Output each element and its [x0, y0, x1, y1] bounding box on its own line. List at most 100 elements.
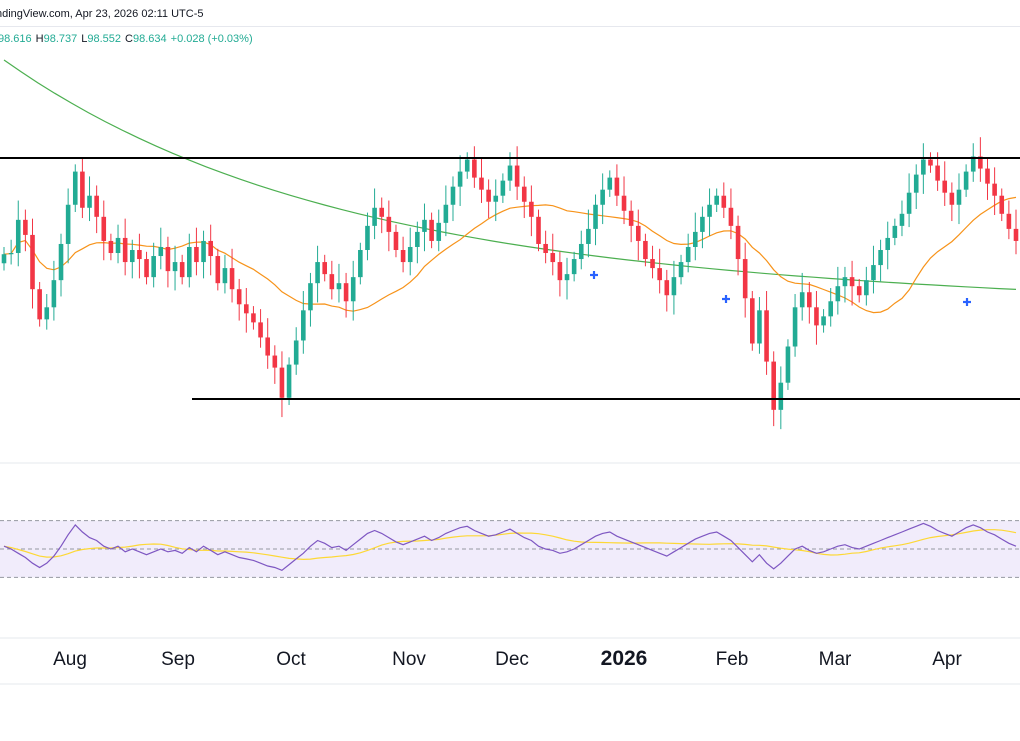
- candle-up: [457, 171, 463, 187]
- candle-down: [208, 240, 213, 257]
- candle-up: [607, 177, 613, 190]
- candle-down: [978, 156, 983, 169]
- candle-down: [557, 262, 563, 281]
- candle-down: [942, 180, 948, 193]
- sma-slow-line: [3, 59, 1017, 290]
- candle-up: [785, 346, 791, 383]
- candle-down: [122, 237, 128, 263]
- candle-up: [571, 259, 577, 275]
- candle-up: [821, 316, 826, 326]
- rsi-pane: [0, 520, 1020, 578]
- candle-up: [87, 195, 92, 208]
- candle-down: [165, 246, 171, 272]
- candle-up: [8, 253, 14, 255]
- candle-up: [365, 225, 370, 250]
- candle-down: [137, 250, 142, 260]
- ohlc-close-label: C: [125, 33, 133, 45]
- candle-up: [464, 159, 470, 172]
- candle-up: [578, 243, 584, 260]
- candle-up: [115, 237, 121, 254]
- candle-up: [956, 189, 962, 205]
- candle-down: [628, 210, 634, 226]
- candle-down: [771, 361, 776, 410]
- candle-down: [472, 159, 477, 178]
- month-label: Oct: [276, 649, 306, 670]
- candle-down: [550, 253, 556, 263]
- month-label: Sep: [161, 649, 195, 670]
- candle-up: [315, 262, 320, 284]
- ohlc-readout: 98.616 H98.737 L98.552 C98.634 +0.028 (+0.03…: [0, 33, 257, 45]
- candle-up: [293, 340, 299, 365]
- candle-up: [372, 207, 377, 226]
- candle-down: [343, 283, 349, 302]
- candle-up: [350, 277, 356, 302]
- source-timestamp: ndingView.com, Apr 23, 2026 02:11 UTC-5: [0, 8, 204, 20]
- candle-down: [80, 171, 85, 208]
- month-label: Dec: [495, 649, 529, 670]
- rsi-line: [3, 522, 1017, 571]
- candle-up: [700, 216, 705, 232]
- candle-down: [643, 240, 648, 260]
- candle-down: [258, 322, 263, 338]
- candle-down: [814, 307, 819, 326]
- candle-down: [621, 195, 627, 211]
- candle-down: [179, 262, 185, 278]
- ohlc-low: 98.552: [87, 33, 122, 45]
- candle-up: [892, 225, 898, 238]
- candle-down: [1013, 228, 1019, 241]
- horizontal-levels: [0, 157, 1020, 464]
- candle-up: [493, 195, 499, 202]
- candle-down: [108, 240, 114, 254]
- sma-fast-path: [3, 196, 1017, 314]
- candle-up: [443, 204, 449, 223]
- candle-up: [358, 250, 363, 278]
- candle-down: [429, 219, 434, 241]
- candle-down: [236, 289, 242, 305]
- candle-down: [735, 225, 741, 260]
- candle-up: [15, 219, 21, 254]
- candle-up: [129, 250, 135, 263]
- sma-slow-path: [3, 59, 1017, 290]
- candle-down: [479, 177, 484, 190]
- candle-up: [436, 222, 442, 241]
- candle-down: [400, 250, 406, 263]
- candle-up: [899, 213, 905, 226]
- candle-down: [37, 289, 42, 320]
- candle-down: [229, 268, 235, 290]
- candle-up: [685, 246, 691, 263]
- candle-up: [778, 382, 784, 410]
- candle-down: [393, 231, 399, 250]
- candle-up: [172, 262, 178, 272]
- candle-up: [286, 364, 292, 398]
- candle-down: [23, 219, 28, 235]
- cross-marker: [722, 295, 730, 303]
- candle-up: [58, 243, 64, 281]
- candle-down: [949, 192, 955, 205]
- candle-down: [94, 195, 99, 217]
- candle-up: [407, 246, 413, 263]
- candle-down: [1006, 213, 1012, 229]
- ohlc-high: 98.737: [43, 33, 78, 45]
- chart-header: ndingView.com, Apr 23, 2026 02:11 UTC-5: [0, 0, 1020, 27]
- candle-down: [635, 225, 641, 241]
- candle-down: [614, 177, 620, 196]
- candle-down: [386, 216, 392, 232]
- candle-down: [265, 337, 270, 356]
- candle-down: [742, 259, 748, 299]
- candle-down: [807, 292, 812, 308]
- candle-up: [835, 286, 841, 302]
- candle-down: [101, 216, 107, 241]
- candle-down: [529, 201, 534, 217]
- candle-up: [963, 171, 969, 190]
- candle-up: [586, 228, 591, 244]
- candle-down: [30, 234, 35, 290]
- candle-up: [51, 280, 57, 308]
- candle-up: [72, 171, 78, 205]
- candle-down: [650, 259, 655, 269]
- candle-down: [657, 268, 662, 281]
- candle-up: [792, 307, 798, 347]
- ohlc-close: 98.634: [133, 33, 167, 45]
- ohlc-change: +0.028 (+0.03%): [170, 33, 253, 45]
- candlestick-series: [1, 137, 1019, 430]
